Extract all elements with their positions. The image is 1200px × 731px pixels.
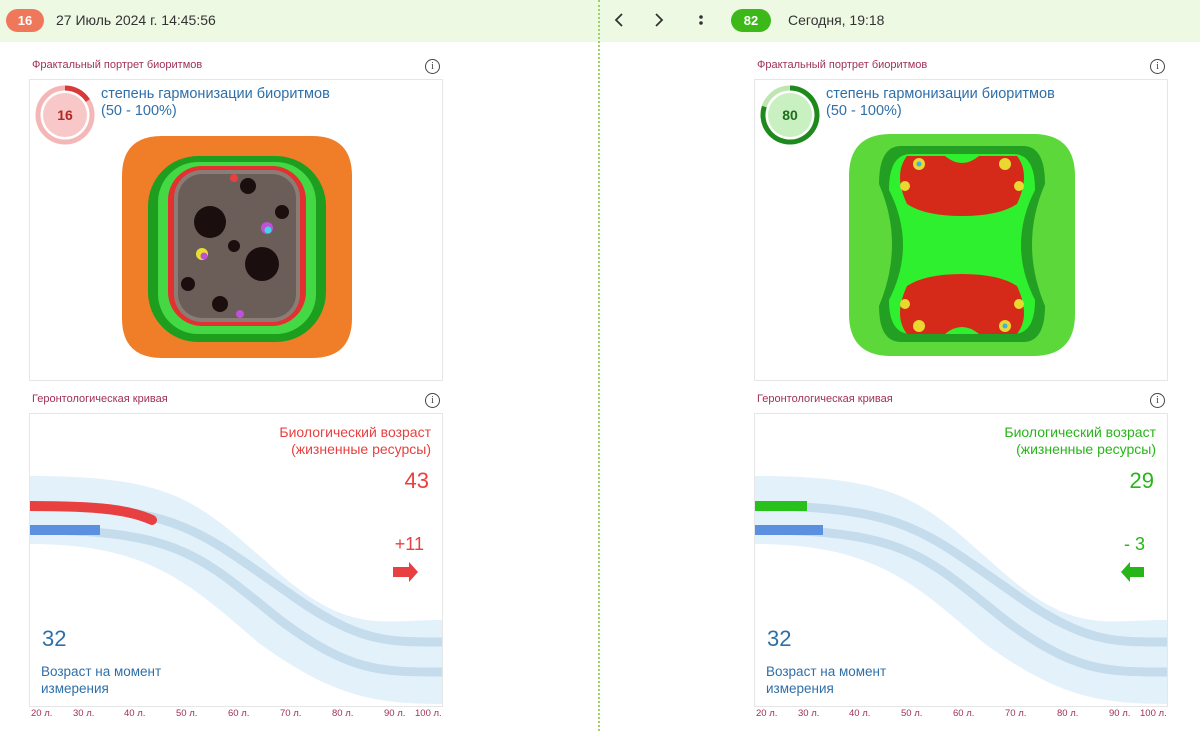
- left-curve-card: Биологический возраст (жизненные ресурсы…: [29, 413, 443, 707]
- more-button[interactable]: [696, 8, 706, 38]
- axis-tick: 80 л.: [1057, 708, 1079, 719]
- axis-tick: 60 л.: [228, 708, 250, 719]
- right-score-badge: 82: [731, 9, 771, 32]
- left-fractal-title: Фрактальный портрет биоритмов: [32, 59, 203, 71]
- axis-tick: 90 л.: [1109, 708, 1131, 719]
- axis-tick: 40 л.: [124, 708, 146, 719]
- right-calendar-age: 32: [767, 626, 792, 651]
- arrow-right-icon: [393, 562, 418, 582]
- next-button[interactable]: [652, 8, 666, 38]
- left-bio-age-bar: [30, 501, 157, 525]
- left-fractal-image: [122, 136, 352, 358]
- axis-tick: 100 л.: [1140, 708, 1167, 719]
- left-age-axis: 20 л. 30 л. 40 л. 50 л. 60 л. 70 л. 80 л…: [29, 706, 443, 720]
- axis-tick: 40 л.: [849, 708, 871, 719]
- axis-tick: 70 л.: [1005, 708, 1027, 719]
- right-gauge-arc: [760, 85, 820, 145]
- axis-tick: 50 л.: [176, 708, 198, 719]
- info-icon[interactable]: i: [425, 59, 440, 74]
- left-calendar-age: 32: [42, 626, 67, 651]
- right-harmony-gauge: 80: [760, 85, 820, 145]
- arrow-left-icon: [1121, 562, 1144, 582]
- right-fractal-title: Фрактальный портрет биоритмов: [757, 59, 928, 71]
- left-fractal-card: 16 степень гармонизации биоритмов (50 - …: [29, 79, 443, 381]
- left-gauge-value: 16: [57, 107, 73, 123]
- axis-tick: 30 л.: [798, 708, 820, 719]
- left-score-badge: 16: [6, 9, 44, 32]
- left-harmony-label: степень гармонизации биоритмов: [101, 86, 330, 102]
- right-harmony-label: степень гармонизации биоритмов: [826, 86, 1055, 102]
- info-icon[interactable]: i: [1150, 393, 1165, 408]
- left-age-label-line1: Возраст на момент: [41, 664, 162, 679]
- chevron-left-icon: [614, 13, 623, 27]
- left-harmony-gauge: 16: [35, 85, 95, 145]
- axis-tick: 70 л.: [280, 708, 302, 719]
- left-bio-label-line2: (жизненные ресурсы): [291, 441, 431, 457]
- axis-tick: 90 л.: [384, 708, 406, 719]
- left-curve-title: Геронтологическая кривая: [32, 393, 168, 405]
- right-measurement-date: Сегодня, 19:18: [788, 12, 885, 28]
- right-bio-label-line2: (жизненные ресурсы): [1016, 441, 1156, 457]
- info-icon[interactable]: i: [425, 393, 440, 408]
- right-age-label-line1: Возраст на момент: [766, 664, 887, 679]
- right-fractal-image: [849, 134, 1075, 356]
- axis-tick: 50 л.: [901, 708, 923, 719]
- left-age-label-line2: измерения: [41, 681, 109, 696]
- right-gerontology-chart: [755, 476, 1167, 704]
- right-bio-age: 29: [1129, 468, 1154, 493]
- info-icon[interactable]: i: [1150, 59, 1165, 74]
- right-bio-label-line1: Биологический возраст: [1004, 424, 1156, 440]
- axis-tick: 30 л.: [73, 708, 95, 719]
- left-bio-age: 43: [404, 468, 429, 493]
- left-gerontology-chart: [30, 476, 442, 704]
- left-age-delta: +11: [394, 534, 424, 554]
- left-measurement-date: 27 Июль 2024 г. 14:45:56: [56, 12, 216, 28]
- axis-tick: 20 л.: [756, 708, 778, 719]
- axis-tick: 80 л.: [332, 708, 354, 719]
- left-bio-label-line1: Биологический возраст: [279, 424, 431, 440]
- right-age-axis: 20 л. 30 л. 40 л. 50 л. 60 л. 70 л. 80 л…: [754, 706, 1168, 720]
- axis-tick: 100 л.: [415, 708, 442, 719]
- prev-button[interactable]: [612, 8, 626, 38]
- right-curve-title: Геронтологическая кривая: [757, 393, 893, 405]
- axis-tick: 60 л.: [953, 708, 975, 719]
- left-gauge-arc: [64, 85, 90, 102]
- right-curve-card: Биологический возраст (жизненные ресурсы…: [754, 413, 1168, 707]
- panel-divider: [598, 0, 600, 731]
- right-age-delta: - 3: [1123, 534, 1145, 554]
- top-bar: [0, 0, 1200, 42]
- axis-tick: 20 л.: [31, 708, 53, 719]
- right-gauge-value: 80: [782, 107, 798, 123]
- left-harmony-range: (50 - 100%): [101, 103, 177, 119]
- vertical-dots-icon: [699, 15, 703, 25]
- right-age-label-line2: измерения: [766, 681, 834, 696]
- right-harmony-range: (50 - 100%): [826, 103, 902, 119]
- right-fractal-card: 80 степень гармонизации биоритмов (50 - …: [754, 79, 1168, 381]
- chevron-right-icon: [655, 13, 664, 27]
